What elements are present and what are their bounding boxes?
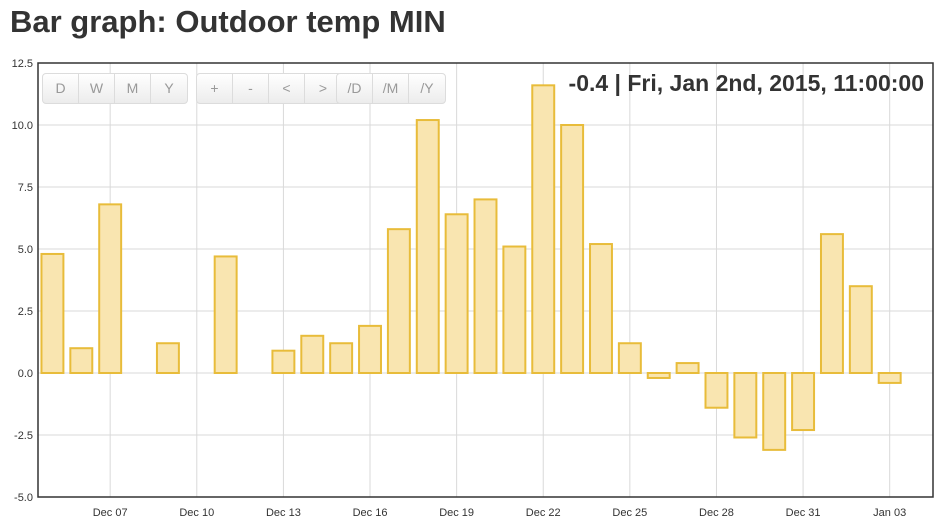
plot-frame xyxy=(37,62,934,498)
next-button[interactable]: > xyxy=(318,80,328,96)
x-tick-label: Dec 31 xyxy=(786,507,821,519)
bar-2014-12-07[interactable] xyxy=(98,203,123,374)
bar-2014-12-19[interactable] xyxy=(444,213,469,374)
bar-2014-12-20[interactable] xyxy=(473,198,498,374)
per-day-button[interactable]: /D xyxy=(337,74,373,103)
bar-2014-12-30[interactable] xyxy=(762,372,787,451)
y-tick-label: 2.5 xyxy=(18,306,33,318)
bar-2014-12-25[interactable] xyxy=(617,342,642,374)
y-tick-label: 7.5 xyxy=(18,182,33,194)
x-axis-ticks: Dec 07 Dec 10 Dec 13 Dec 16 Dec 19 Dec 22 Dec … xyxy=(93,507,906,519)
range-week-button[interactable]: W xyxy=(79,74,115,103)
previous-button[interactable]: < xyxy=(269,74,305,103)
x-tick-label: Dec 10 xyxy=(179,507,214,519)
bar-2014-12-13[interactable] xyxy=(271,349,296,374)
y-tick-label: -2.5 xyxy=(14,430,33,442)
zoom-out-button[interactable]: - xyxy=(233,74,269,103)
y-tick-label: 12.5 xyxy=(12,58,33,70)
bar-2014-12-23[interactable] xyxy=(560,124,585,374)
x-tick-label: Dec 28 xyxy=(699,507,734,519)
bar-2014-12-05[interactable] xyxy=(40,252,65,375)
bar-2015-01-03[interactable] xyxy=(877,372,902,384)
y-tick-label: 5.0 xyxy=(18,244,33,256)
y-axis-ticks: -5.0 -2.5 0.0 2.5 5.0 7.5 10.0 12.5 xyxy=(12,58,33,504)
bar-2014-12-16[interactable] xyxy=(358,324,382,375)
bar-2014-12-17[interactable] xyxy=(386,228,411,374)
range-button-group: D W M Y xyxy=(42,73,188,104)
zoom-in-button[interactable]: + xyxy=(197,74,233,103)
bar-2015-01-02[interactable] xyxy=(848,285,873,375)
x-tick-label: Dec 22 xyxy=(526,507,561,519)
per-month-button[interactable]: /M xyxy=(373,74,409,103)
bar-2014-12-06[interactable] xyxy=(69,347,94,375)
range-month-button[interactable]: M xyxy=(115,74,151,103)
x-tick-label: Dec 13 xyxy=(266,507,301,519)
bar-2015-01-01[interactable] xyxy=(819,233,844,374)
x-tick-label: Dec 25 xyxy=(612,507,647,519)
bar-2014-12-22[interactable] xyxy=(531,84,556,374)
y-tick-label: 0.0 xyxy=(18,368,33,380)
bar-2014-12-18[interactable] xyxy=(415,119,440,375)
bars xyxy=(40,84,902,451)
bar-2014-12-15[interactable] xyxy=(329,342,354,374)
bar-2014-12-26[interactable] xyxy=(646,372,671,379)
average-button-group: /D /M /Y xyxy=(336,73,446,104)
bar-2014-12-31[interactable] xyxy=(791,372,816,432)
bar-2014-12-09[interactable] xyxy=(155,342,180,374)
per-year-button[interactable]: /Y xyxy=(420,80,434,96)
page-title: Bar graph: Outdoor temp MIN xyxy=(10,4,446,39)
value-readout: -0.4 | Fri, Jan 2nd, 2015, 11:00:00 xyxy=(568,70,924,96)
bar-2014-12-11[interactable] xyxy=(213,255,238,374)
y-tick-label: 10.0 xyxy=(12,120,33,132)
bar-2014-12-28[interactable] xyxy=(704,372,729,409)
x-tick-label: Dec 07 xyxy=(93,507,128,519)
y-tick-label: -5.0 xyxy=(14,492,33,504)
bar-2014-12-21[interactable] xyxy=(502,245,527,375)
x-tick-label: Jan 03 xyxy=(873,507,906,519)
x-tick-label: Dec 16 xyxy=(353,507,388,519)
bar-2014-12-14[interactable] xyxy=(300,334,325,374)
x-tick-label: Dec 19 xyxy=(439,507,474,519)
bar-2014-12-29[interactable] xyxy=(733,372,758,439)
bar-2014-12-24[interactable] xyxy=(589,243,613,374)
bar-2014-12-27[interactable] xyxy=(675,362,700,374)
nav-button-group: + - < > xyxy=(196,73,342,104)
range-day-button[interactable]: D xyxy=(43,74,79,103)
range-year-button[interactable]: Y xyxy=(164,80,174,96)
